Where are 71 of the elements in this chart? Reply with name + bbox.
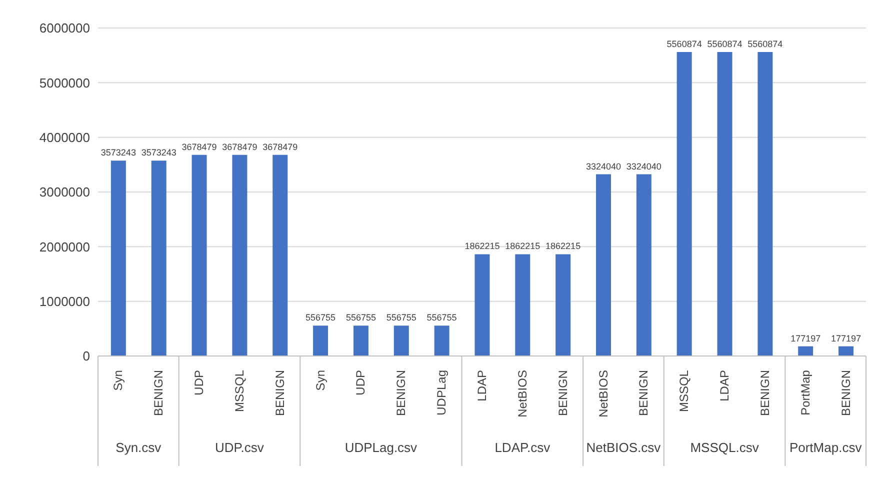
data-label: 556755 [426, 312, 457, 323]
x-tick-label: LDAP [475, 370, 489, 402]
bar [758, 52, 773, 356]
data-label: 556755 [386, 312, 416, 323]
x-tick-label: BENIGN [838, 370, 853, 416]
bar [717, 52, 732, 356]
data-label: 556755 [346, 312, 376, 323]
bar [676, 52, 692, 356]
text: UDP.csv [215, 440, 264, 455]
text: Syn.csv [116, 440, 162, 455]
text: UDPLag.csv [344, 440, 418, 455]
data-label: 1862215 [505, 241, 540, 252]
x-tick-label: UDP [192, 370, 206, 396]
bar [192, 154, 207, 356]
data-label: 5560874 [748, 39, 783, 50]
text: MSSQL.csv [690, 440, 760, 455]
x-tick-label: MSSQL [677, 370, 692, 412]
data-label: 3324040 [626, 161, 662, 172]
data-label: 5560874 [666, 39, 702, 50]
y-tick-label: 1000000 [39, 294, 90, 309]
x-tick-label: BENIGN [272, 370, 287, 416]
data-label: 3678479 [222, 142, 258, 152]
bar [232, 154, 248, 356]
data-label: 3573243 [100, 148, 136, 158]
x-tick-label: MSSQL [232, 370, 246, 412]
data-label: 177197 [790, 333, 821, 344]
y-tick-label: 2000000 [39, 239, 90, 254]
data-label: 3678479 [182, 142, 217, 152]
data-label: 3678479 [262, 142, 298, 152]
y-tick-label: 3000000 [39, 184, 90, 200]
x-tick-label: BENIGN [152, 370, 166, 416]
data-label: 3324040 [586, 161, 622, 172]
bar [353, 326, 368, 356]
x-tick-label: BENIGN [636, 370, 651, 416]
data-label: 177197 [830, 333, 862, 344]
x-tick-label: UDPLag [434, 370, 449, 416]
x-tick-label: BENIGN [394, 370, 408, 416]
text: LDAP.csv [494, 440, 551, 455]
y-tick-label: 0 [82, 348, 90, 364]
bar [272, 154, 288, 356]
bar [474, 254, 490, 356]
x-tick-label: BENIGN [556, 370, 570, 416]
bar [434, 326, 450, 356]
x-tick-label: NetBIOS [515, 370, 530, 418]
bar [636, 174, 652, 356]
bar [110, 160, 126, 356]
data-label: 556755 [306, 312, 336, 323]
bar [515, 254, 530, 356]
x-tick-label: Syn [111, 370, 126, 391]
x-tick-label: UDP [354, 370, 368, 396]
bar [596, 174, 611, 356]
y-tick-label: 6000000 [39, 20, 90, 36]
data-label: 1862215 [464, 241, 500, 252]
data-label: 3573243 [141, 148, 176, 158]
bar [838, 346, 854, 356]
text: PortMap.csv [789, 440, 862, 455]
y-tick-label: 4000000 [39, 130, 90, 145]
bar [394, 326, 409, 356]
bar [798, 346, 814, 356]
x-tick-label: BENIGN [758, 370, 772, 416]
x-tick-label: Syn [313, 370, 328, 391]
x-tick-label: LDAP [718, 370, 732, 402]
bar [313, 326, 328, 356]
x-tick-label: NetBIOS [596, 370, 610, 418]
bar [556, 254, 571, 356]
x-tick-label: PortMap [798, 370, 812, 416]
y-tick-label: 5000000 [39, 75, 90, 90]
data-label: 5560874 [707, 39, 742, 50]
text: NetBIOS.csv [586, 440, 662, 455]
data-label: 1862215 [546, 241, 581, 252]
bar [151, 160, 166, 356]
